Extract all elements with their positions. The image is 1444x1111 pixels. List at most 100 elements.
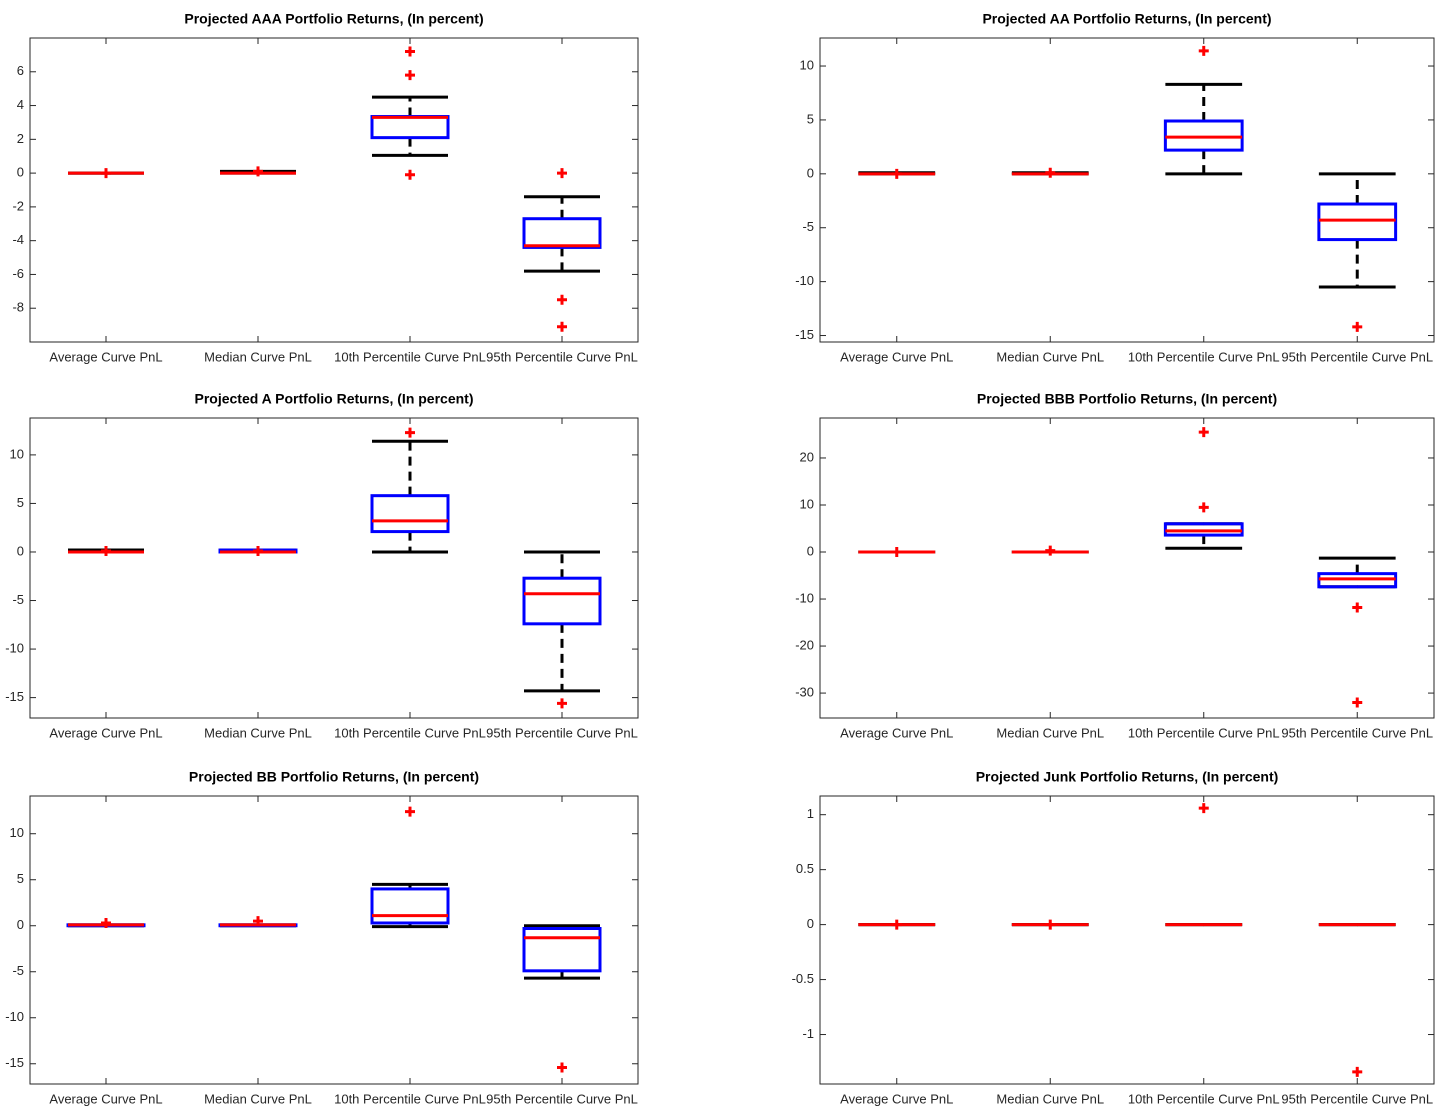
outlier (1045, 167, 1056, 178)
chart-title: Projected BBB Portfolio Returns, (In per… (977, 391, 1277, 407)
outlier (557, 168, 567, 179)
plot-area (29, 795, 639, 1085)
x-tick-label: 10th Percentile Curve PnL (334, 349, 486, 364)
y-tick-label: 0 (17, 917, 24, 932)
y-tick-label: 4 (17, 97, 24, 112)
y-tick-label: -0.5 (792, 971, 814, 986)
outlier (101, 917, 111, 928)
y-tick-label: 10 (10, 825, 24, 840)
x-tick-label: 10th Percentile Curve PnL (334, 725, 486, 740)
y-tick-label: -4 (12, 232, 24, 247)
x-tick-label: 95th Percentile Curve PnL (1281, 349, 1433, 364)
outlier (405, 427, 415, 438)
outlier (405, 46, 415, 57)
x-tick-label: Average Curve PnL (840, 1091, 953, 1106)
y-tick-label: 5 (17, 871, 24, 886)
box (370, 494, 450, 534)
chart-title: Projected A Portfolio Returns, (In perce… (195, 391, 474, 407)
plot-area (29, 417, 639, 719)
y-tick-label: -1 (802, 1026, 814, 1041)
outlier (405, 70, 415, 81)
y-tick-label: -10 (795, 273, 814, 288)
y-tick-label: 0 (807, 543, 814, 558)
x-tick-label: 10th Percentile Curve PnL (1128, 349, 1280, 364)
outlier (101, 168, 111, 179)
outlier (1198, 803, 1209, 814)
plot-area (819, 795, 1435, 1085)
outlier (253, 916, 263, 927)
box (1317, 202, 1398, 242)
y-tick-label: -15 (795, 327, 814, 342)
box (1163, 119, 1244, 152)
y-tick-label: 10 (10, 446, 24, 461)
outlier (1352, 602, 1363, 613)
y-tick-label: -10 (5, 641, 24, 656)
outlier (557, 321, 567, 332)
x-tick-label: 95th Percentile Curve PnL (486, 349, 638, 364)
outlier (1198, 427, 1209, 438)
outlier (891, 168, 902, 179)
x-tick-label: Median Curve PnL (996, 1091, 1104, 1106)
y-tick-label: 10 (800, 496, 814, 511)
outlier (253, 166, 263, 177)
outlier (1198, 502, 1209, 513)
x-tick-label: 10th Percentile Curve PnL (334, 1091, 486, 1106)
y-tick-label: -6 (12, 266, 24, 281)
y-tick-label: -5 (802, 219, 814, 234)
y-tick-label: 5 (807, 111, 814, 126)
outlier (1045, 545, 1056, 556)
chart-title: Projected AA Portfolio Returns, (In perc… (982, 11, 1271, 27)
outlier (891, 919, 902, 930)
y-tick-label: 20 (800, 449, 814, 464)
y-tick-label: 10 (800, 57, 814, 72)
x-tick-label: 95th Percentile Curve PnL (1281, 1091, 1433, 1106)
box (522, 926, 602, 973)
x-tick-label: Average Curve PnL (49, 1091, 162, 1106)
y-tick-label: 0 (807, 165, 814, 180)
x-tick-label: Median Curve PnL (204, 1091, 312, 1106)
y-tick-label: -8 (12, 300, 24, 315)
outlier (891, 547, 902, 558)
x-tick-label: Median Curve PnL (996, 725, 1104, 740)
outlier (1198, 45, 1209, 56)
plot-area (819, 417, 1435, 719)
x-tick-label: 10th Percentile Curve PnL (1128, 1091, 1280, 1106)
y-tick-label: -15 (5, 1055, 24, 1070)
outlier (1352, 321, 1363, 332)
x-tick-label: 95th Percentile Curve PnL (486, 1091, 638, 1106)
y-tick-label: -5 (12, 963, 24, 978)
outlier (557, 294, 567, 305)
x-tick-label: Median Curve PnL (996, 349, 1104, 364)
box (522, 217, 602, 249)
chart-title: Projected AAA Portfolio Returns, (In per… (184, 11, 483, 27)
x-tick-label: 95th Percentile Curve PnL (1281, 725, 1433, 740)
outlier (405, 169, 415, 180)
x-tick-label: Average Curve PnL (49, 349, 162, 364)
y-tick-label: -10 (795, 590, 814, 605)
plot-area (29, 37, 639, 343)
outlier (1352, 1066, 1363, 1077)
x-tick-label: Median Curve PnL (204, 349, 312, 364)
x-tick-label: Median Curve PnL (204, 725, 312, 740)
chart-title: Projected BB Portfolio Returns, (In perc… (189, 769, 479, 785)
y-tick-label: -2 (12, 198, 24, 213)
x-tick-label: 95th Percentile Curve PnL (486, 725, 638, 740)
y-tick-label: 0 (17, 165, 24, 180)
outlier (1352, 697, 1363, 708)
y-tick-label: 6 (17, 63, 24, 78)
x-tick-label: Average Curve PnL (49, 725, 162, 740)
y-tick-label: 0 (17, 543, 24, 558)
x-tick-label: 10th Percentile Curve PnL (1128, 725, 1280, 740)
y-tick-label: 5 (17, 495, 24, 510)
box (522, 576, 602, 626)
x-tick-label: Average Curve PnL (840, 725, 953, 740)
y-tick-label: 0 (807, 916, 814, 931)
outlier (1045, 919, 1056, 930)
outlier (557, 698, 567, 709)
plot-area (819, 37, 1435, 343)
y-tick-label: 2 (17, 131, 24, 146)
y-tick-label: -10 (5, 1009, 24, 1024)
y-tick-label: -5 (12, 592, 24, 607)
box (370, 887, 450, 925)
